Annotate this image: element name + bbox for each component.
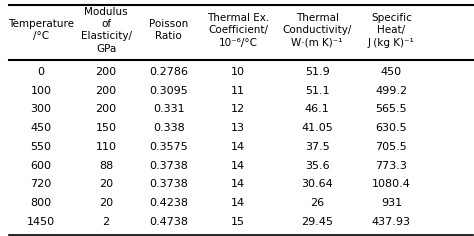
Text: 10: 10 <box>231 67 246 77</box>
Text: 20: 20 <box>99 198 113 208</box>
Text: 499.2: 499.2 <box>375 85 408 96</box>
Text: 800: 800 <box>31 198 52 208</box>
Text: 0.4738: 0.4738 <box>149 217 188 227</box>
Text: 0.3738: 0.3738 <box>149 160 188 171</box>
Text: 100: 100 <box>31 85 52 96</box>
Text: 110: 110 <box>96 142 117 152</box>
Text: 51.1: 51.1 <box>305 85 329 96</box>
Text: 46.1: 46.1 <box>305 104 329 114</box>
Text: 51.9: 51.9 <box>305 67 329 77</box>
Text: 11: 11 <box>231 85 246 96</box>
Text: 26: 26 <box>310 198 324 208</box>
Text: 13: 13 <box>231 123 246 133</box>
Text: 931: 931 <box>381 198 402 208</box>
Text: 14: 14 <box>231 179 246 189</box>
Text: 300: 300 <box>31 104 52 114</box>
Text: 37.5: 37.5 <box>305 142 329 152</box>
Text: 1450: 1450 <box>27 217 55 227</box>
Text: 200: 200 <box>96 85 117 96</box>
Text: 150: 150 <box>96 123 117 133</box>
Text: 35.6: 35.6 <box>305 160 329 171</box>
Text: 14: 14 <box>231 160 246 171</box>
Text: 2: 2 <box>102 217 109 227</box>
Text: 0.3095: 0.3095 <box>149 85 188 96</box>
Text: 88: 88 <box>99 160 113 171</box>
Text: Poisson
Ratio: Poisson Ratio <box>149 19 188 42</box>
Text: 450: 450 <box>381 67 402 77</box>
Text: 0.3575: 0.3575 <box>149 142 188 152</box>
Text: 29.45: 29.45 <box>301 217 333 227</box>
Text: 565.5: 565.5 <box>375 104 407 114</box>
Text: 41.05: 41.05 <box>301 123 333 133</box>
Text: 15: 15 <box>231 217 246 227</box>
Text: Thermal
Conductivity/
W·(m K)⁻¹: Thermal Conductivity/ W·(m K)⁻¹ <box>283 13 352 48</box>
Text: 20: 20 <box>99 179 113 189</box>
Text: 200: 200 <box>96 104 117 114</box>
Text: 200: 200 <box>96 67 117 77</box>
Text: 450: 450 <box>31 123 52 133</box>
Text: 1080.4: 1080.4 <box>372 179 411 189</box>
Text: Modulus
of
Elasticity/
GPa: Modulus of Elasticity/ GPa <box>81 7 132 54</box>
Text: 30.64: 30.64 <box>301 179 333 189</box>
Text: Specific
Heat/
J (kg K)⁻¹: Specific Heat/ J (kg K)⁻¹ <box>368 13 415 48</box>
Text: Temperature
/°C: Temperature /°C <box>8 19 74 42</box>
Text: 14: 14 <box>231 142 246 152</box>
Text: Thermal Ex.
Coefficient/
10⁻⁶/°C: Thermal Ex. Coefficient/ 10⁻⁶/°C <box>207 13 269 48</box>
Text: 0: 0 <box>37 67 45 77</box>
Text: 550: 550 <box>31 142 52 152</box>
Text: 0.4238: 0.4238 <box>149 198 188 208</box>
Text: 630.5: 630.5 <box>375 123 407 133</box>
Text: 720: 720 <box>30 179 52 189</box>
Text: 600: 600 <box>31 160 52 171</box>
Text: 705.5: 705.5 <box>375 142 407 152</box>
Text: 773.3: 773.3 <box>375 160 407 171</box>
Text: 12: 12 <box>231 104 246 114</box>
Text: 0.331: 0.331 <box>153 104 184 114</box>
Text: 0.338: 0.338 <box>153 123 184 133</box>
Text: 437.93: 437.93 <box>372 217 411 227</box>
Text: 0.2786: 0.2786 <box>149 67 188 77</box>
Text: 14: 14 <box>231 198 246 208</box>
Text: 0.3738: 0.3738 <box>149 179 188 189</box>
